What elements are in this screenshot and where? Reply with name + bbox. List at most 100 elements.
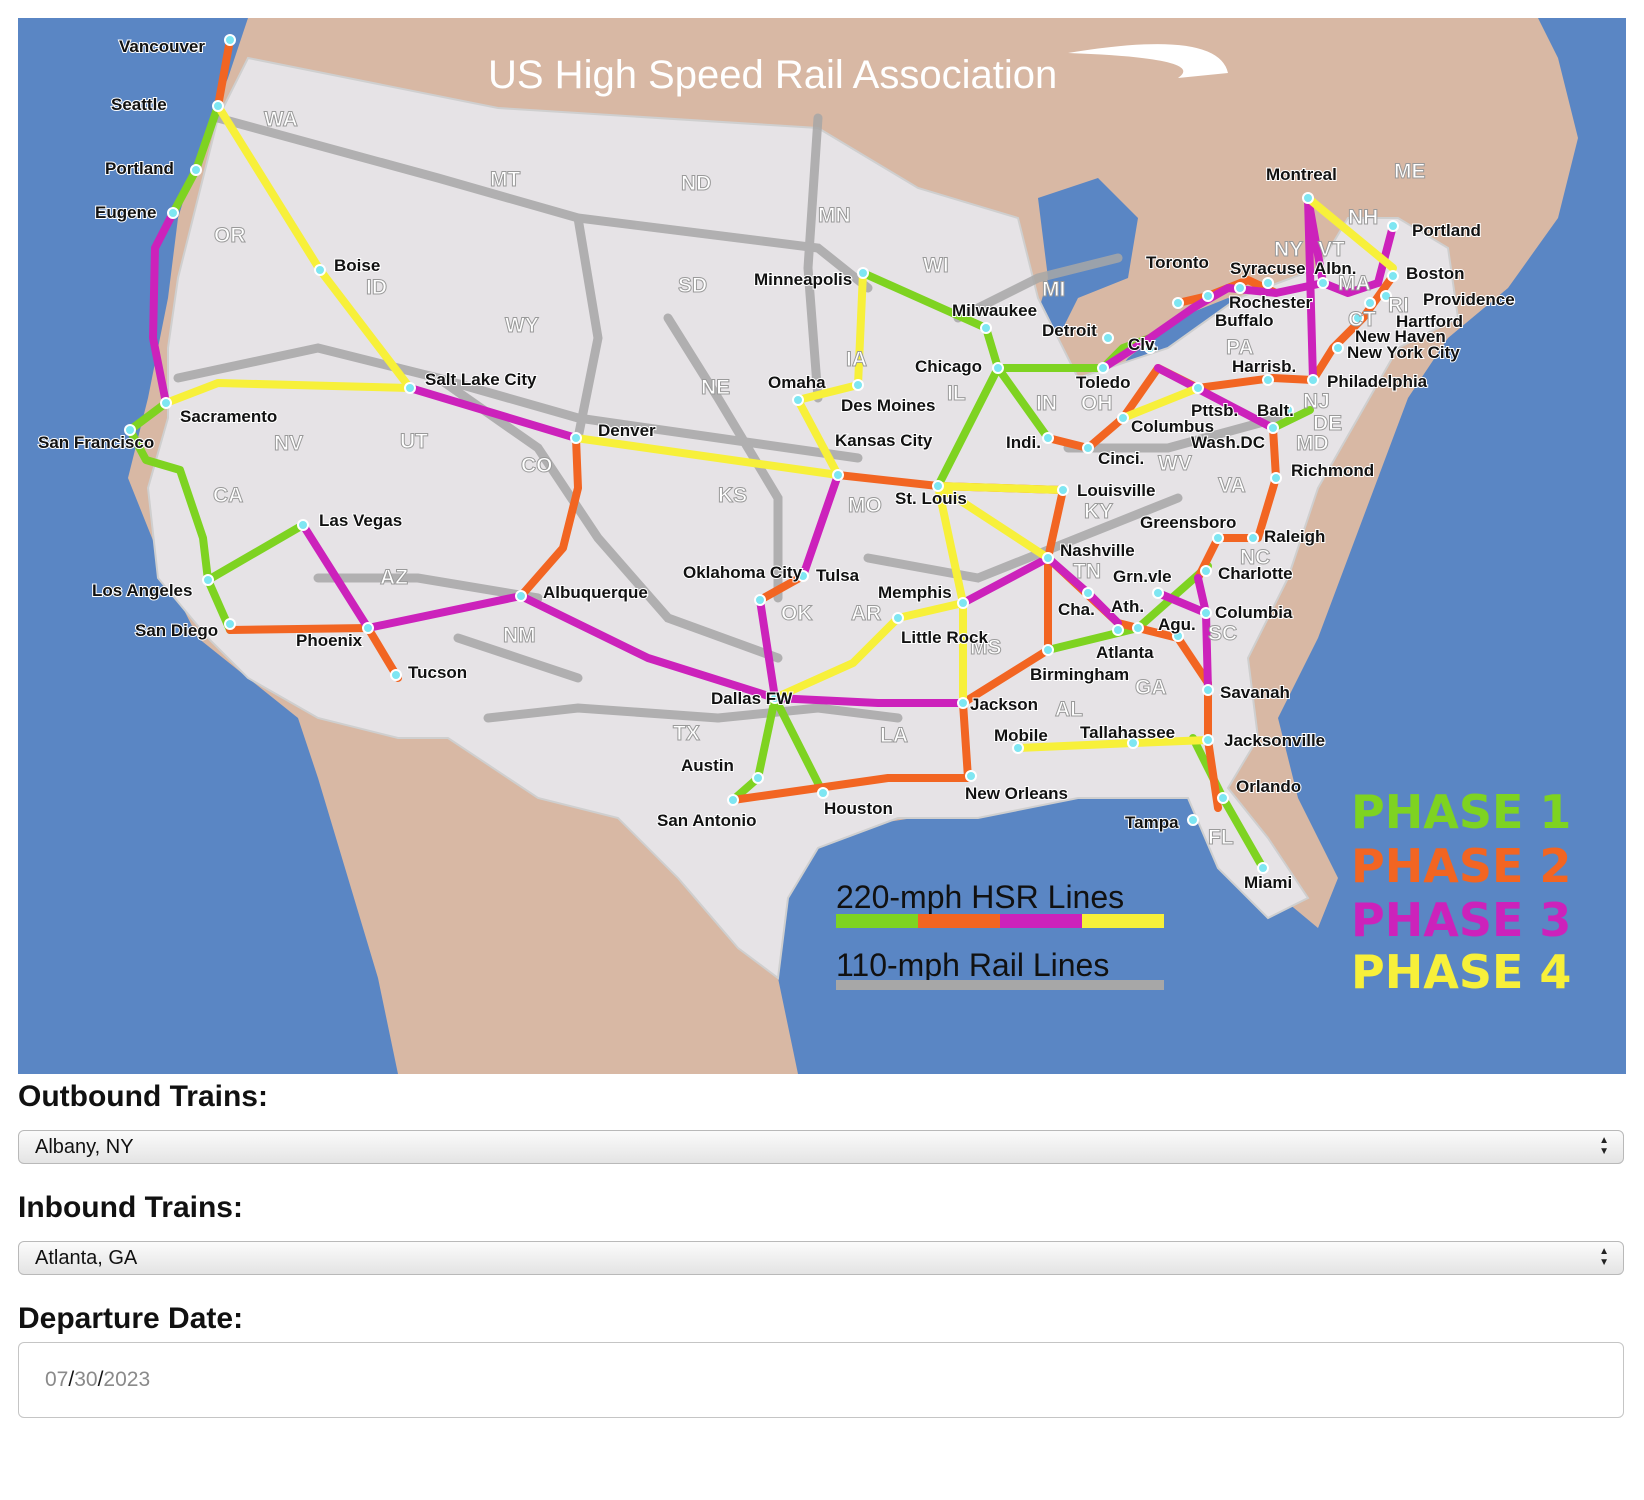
- state-label-ut: UT: [400, 430, 428, 453]
- city-label: Richmond: [1291, 461, 1374, 480]
- city-label: Kansas City: [835, 431, 933, 450]
- city-label: Tucson: [408, 663, 467, 682]
- city-label: Montreal: [1266, 165, 1337, 184]
- city-label: Orlando: [1236, 777, 1301, 796]
- phase-4-swatch: [1082, 914, 1164, 928]
- state-label-fl: FL: [1208, 826, 1234, 849]
- city-label: San Diego: [135, 621, 218, 640]
- city-label: Indi.: [1006, 433, 1041, 452]
- state-label-md: MD: [1296, 432, 1329, 455]
- state-label-mo: MO: [848, 494, 882, 517]
- city-label: Clv.: [1128, 335, 1158, 354]
- state-label-ri: RI: [1388, 294, 1409, 317]
- train-logo-icon: [1068, 44, 1228, 78]
- state-label-va: VA: [1218, 474, 1246, 497]
- state-label-id: ID: [366, 276, 387, 299]
- outbound-select[interactable]: Albany, NY ▲ ▼: [18, 1130, 1624, 1164]
- city-label: Rochester: [1229, 293, 1313, 312]
- state-label-mn: MN: [818, 204, 851, 227]
- state-label-nc: NC: [1240, 546, 1270, 569]
- inbound-select[interactable]: Atlanta, GA ▲ ▼: [18, 1241, 1624, 1275]
- state-label-wa: WA: [264, 108, 298, 131]
- city-label: Milwaukee: [952, 301, 1037, 320]
- state-label-co: CO: [521, 454, 553, 477]
- city-label: Syracuse: [1230, 259, 1306, 278]
- city-label: Ath.: [1111, 597, 1144, 616]
- date-year[interactable]: 2023: [103, 1368, 151, 1391]
- state-label-mi: MI: [1042, 278, 1065, 301]
- rail-swatch: [836, 980, 1164, 990]
- city-label: Miami: [1244, 873, 1292, 892]
- city-label: Tallahassee: [1080, 723, 1175, 742]
- city-label: Mobile: [994, 726, 1048, 745]
- state-label-oh: OH: [1081, 392, 1113, 415]
- city-label: Boise: [334, 256, 380, 275]
- city-label: Buffalo: [1215, 311, 1274, 330]
- city-label: Portland: [105, 159, 174, 178]
- state-label-il: IL: [947, 382, 966, 405]
- city-label: Jackson: [970, 695, 1038, 714]
- state-label-ms: MS: [970, 636, 1002, 659]
- city-label: San Antonio: [657, 811, 756, 830]
- city-label: Philadelphia: [1327, 372, 1428, 391]
- city-label: Omaha: [768, 373, 826, 392]
- state-label-or: OR: [214, 224, 246, 247]
- state-label-al: AL: [1055, 698, 1083, 721]
- state-label-de: DE: [1313, 412, 1342, 435]
- city-label: Houston: [824, 799, 893, 818]
- city-label: New York City: [1347, 343, 1460, 362]
- rail-map: US High Speed Rail Association WA OR CA …: [18, 18, 1626, 1074]
- state-label-nv: NV: [274, 432, 303, 455]
- city-label: Chicago: [915, 357, 982, 376]
- city-label: San Francisco: [38, 433, 154, 452]
- phase-2-swatch: [918, 914, 1000, 928]
- state-label-sc: SC: [1208, 622, 1237, 645]
- city-label: Atlanta: [1096, 643, 1154, 662]
- city-label: Wash.DC: [1191, 433, 1265, 452]
- state-label-vt: VT: [1318, 238, 1345, 261]
- inbound-label: Inbound Trains:: [18, 1191, 243, 1224]
- state-label-wv: WV: [1158, 452, 1192, 475]
- state-label-nd: ND: [681, 172, 711, 195]
- select-arrows-icon: ▲ ▼: [1599, 1135, 1609, 1157]
- state-label-ga: GA: [1135, 676, 1167, 699]
- city-label: Grn.vle: [1113, 567, 1172, 586]
- date-month[interactable]: 07: [45, 1368, 69, 1391]
- date-day[interactable]: 30: [74, 1368, 98, 1391]
- phase-1-label: PHASE 1: [1351, 785, 1571, 839]
- city-label: Albn.: [1314, 259, 1357, 278]
- city-label: Louisville: [1077, 481, 1155, 500]
- city-label: Austin: [681, 756, 734, 775]
- city-label: Toledo: [1076, 373, 1130, 392]
- rail-legend-label: 110-mph Rail Lines: [836, 947, 1109, 983]
- state-label-ne: NE: [701, 376, 730, 399]
- city-label: Boston: [1406, 264, 1465, 283]
- state-label-la: LA: [880, 724, 908, 747]
- city-label: Harrisb.: [1232, 357, 1296, 376]
- city-label: Charlotte: [1218, 564, 1293, 583]
- inbound-value: Atlanta, GA: [35, 1247, 138, 1269]
- phase-3-swatch: [1000, 914, 1082, 928]
- state-label-ok: OK: [781, 602, 813, 625]
- city-label: Seattle: [111, 95, 167, 114]
- city-label: Detroit: [1042, 321, 1097, 340]
- city-label: St. Louis: [895, 489, 967, 508]
- departure-date-input[interactable]: 07/30/2023: [18, 1342, 1624, 1418]
- city-label: Toronto: [1146, 253, 1209, 272]
- city-label: Columbus: [1131, 417, 1214, 436]
- phase-3-label: PHASE 3: [1351, 893, 1571, 947]
- city-label: Dallas FW: [711, 689, 793, 708]
- state-label-ca: CA: [213, 484, 243, 507]
- city-label: Los Angeles: [92, 581, 192, 600]
- state-label-in: IN: [1036, 392, 1057, 415]
- state-label-tx: TX: [673, 722, 700, 745]
- station-dots: [124, 34, 1399, 874]
- city-label: Vancouver: [119, 37, 205, 56]
- city-label: Sacramento: [180, 407, 277, 426]
- state-label-ct: CT: [1348, 308, 1376, 331]
- city-label: Salt Lake City: [425, 370, 537, 389]
- state-label-nj: NJ: [1303, 390, 1330, 413]
- city-label: Agu.: [1158, 615, 1196, 634]
- state-label-wi: WI: [923, 254, 949, 277]
- state-label-ma: MA: [1338, 272, 1371, 295]
